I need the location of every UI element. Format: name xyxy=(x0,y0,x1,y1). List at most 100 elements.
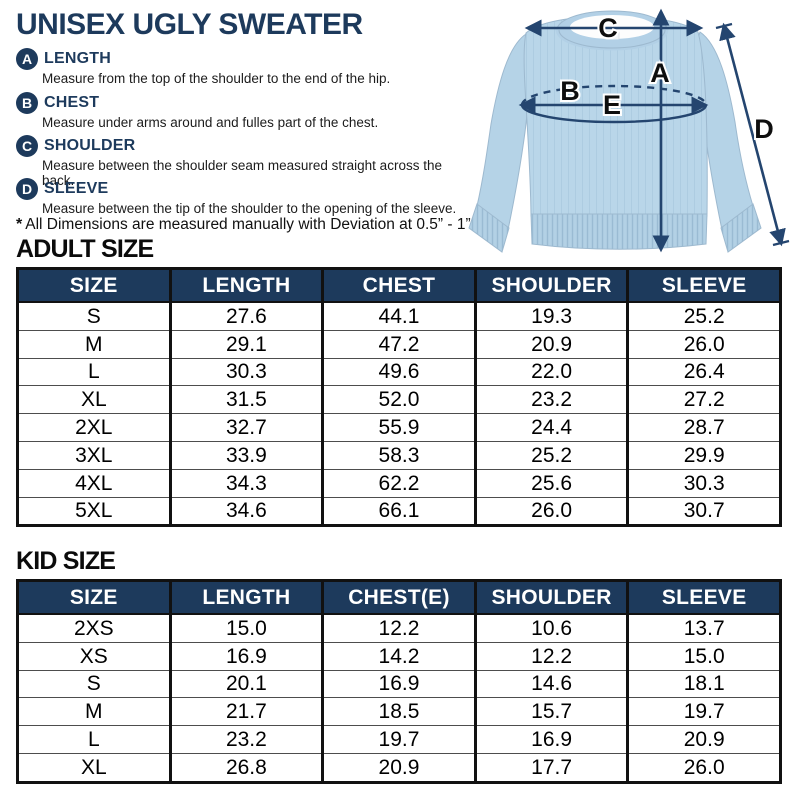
table-cell: 23.2 xyxy=(473,385,628,414)
table-cell: 15.7 xyxy=(473,697,628,726)
table-cell: 34.3 xyxy=(168,468,323,498)
table-cell: 20.9 xyxy=(321,752,476,783)
table-cell: 2XS xyxy=(73,616,114,640)
table-cell: 25.6 xyxy=(473,468,628,498)
table-row: L 23.2 19.7 16.9 20.9 xyxy=(17,725,781,754)
column-header: CHEST xyxy=(321,268,476,303)
table-row: XL 26.8 20.9 17.7 26.0 xyxy=(17,752,781,783)
table-cell: 30.3 xyxy=(626,468,781,498)
legend-head: D SLEEVE xyxy=(16,178,461,200)
sweater-measurement-diagram: C A B E D xyxy=(468,8,790,253)
note-text: All Dimensions are measured manually wit… xyxy=(25,216,471,233)
table-cell: 22.0 xyxy=(473,357,628,386)
legend-description: Measure between the tip of the shoulder … xyxy=(42,201,457,216)
legend-label: CHEST xyxy=(44,94,100,111)
letter-badge-a: A xyxy=(16,48,38,70)
legend-item-sleeve: D SLEEVE Measure between the tip of the … xyxy=(16,178,461,216)
diagram-label-c: C xyxy=(598,13,618,43)
table-row: S 27.6 44.1 19.3 25.2 xyxy=(18,302,781,331)
header-row: SIZE LENGTH CHEST SHOULDER SLEEVE xyxy=(17,268,781,303)
letter-badge-c: C xyxy=(16,135,38,157)
kid-size-heading: KID SIZE xyxy=(16,547,116,575)
table-cell: 4XL xyxy=(17,468,171,498)
asterisk: * xyxy=(16,216,23,233)
column-header: SLEEVE xyxy=(626,580,781,615)
table-row: M 29.1 47.2 20.9 26.0 xyxy=(17,329,781,359)
sleeve-tick-bottom xyxy=(772,239,790,247)
kid-size-table: SIZE LENGTH CHEST(E) SHOULDER SLEEVE 2XS 15.0… xyxy=(16,579,782,784)
sleeve-tick-top xyxy=(715,22,733,30)
table-cell: 10.6 xyxy=(473,614,628,643)
table-cell: M xyxy=(17,329,171,359)
table-cell: 19.3 xyxy=(473,302,628,331)
column-header: LENGTH xyxy=(168,268,323,303)
table-cell: 62.2 xyxy=(321,468,476,498)
table-row: 5XL 34.6 66.1 26.0 30.7 xyxy=(17,496,781,526)
column-header: SLEEVE xyxy=(626,268,781,303)
table-cell: 25.2 xyxy=(626,302,781,331)
table-cell: 49.6 xyxy=(321,357,476,386)
table-row: 4XL 34.3 62.2 25.6 30.3 xyxy=(17,468,781,498)
table-cell: 19.7 xyxy=(626,697,781,726)
sweater-bottom-band xyxy=(530,213,708,250)
letter-badge-b: B xyxy=(16,92,38,114)
table-cell: 55.9 xyxy=(321,413,476,442)
table-cell: 15.0 xyxy=(168,614,323,643)
table-cell: 20.9 xyxy=(626,725,781,754)
table-cell: 20.9 xyxy=(473,329,628,359)
table-cell: L xyxy=(17,357,171,386)
table-cell: 16.9 xyxy=(473,725,628,754)
table-cell: 34.6 xyxy=(168,496,323,526)
table-cell: 20.1 xyxy=(168,669,323,698)
table-cell: S xyxy=(17,669,171,698)
sweater-left-cuff xyxy=(468,203,510,253)
page-title: UNISEX UGLY SWEATER xyxy=(16,8,363,41)
table-row: 2XL 32.7 55.9 24.4 28.7 xyxy=(17,413,781,442)
table-cell: 26.0 xyxy=(626,329,781,359)
table-row: M 21.7 18.5 15.7 19.7 xyxy=(17,697,781,726)
table-cell: 5XL xyxy=(17,496,171,526)
table-row: 3XL 33.9 58.3 25.2 29.9 xyxy=(17,440,781,470)
table-cell: 26.0 xyxy=(626,752,781,783)
table-cell: 66.1 xyxy=(321,496,476,526)
legend-description: Measure between the shoulder seam measur… xyxy=(42,158,442,188)
table-cell: 18.5 xyxy=(321,697,476,726)
table-cell: XS xyxy=(17,641,171,671)
table-cell: XL xyxy=(17,752,171,783)
table-cell: 33.9 xyxy=(168,440,323,470)
adult-size-heading: ADULT SIZE xyxy=(16,235,154,263)
table-cell: 3XL xyxy=(17,440,171,470)
table-cell: 29.1 xyxy=(168,329,323,359)
table-cell: 26.4 xyxy=(626,357,781,386)
column-header: SHOULDER xyxy=(473,580,628,615)
chest-dashed-arc-b xyxy=(520,84,708,106)
table-cell: 27.2 xyxy=(626,385,781,414)
table-cell: 58.3 xyxy=(321,440,476,470)
column-header: SHOULDER xyxy=(473,268,628,303)
legend-item-length: A LENGTH Measure from the top of the sho… xyxy=(16,48,461,86)
table-row: 2XS 15.0 12.2 10.6 13.7 xyxy=(18,614,781,643)
table-row: XS 16.9 14.2 12.2 15.0 xyxy=(17,641,781,671)
sleeve-arrow-d xyxy=(719,22,786,247)
legend-item-shoulder: C SHOULDER Measure between the shoulder … xyxy=(16,135,461,188)
table-cell: M xyxy=(17,697,171,726)
table-cell: 30.7 xyxy=(626,496,781,526)
table-cell: 32.7 xyxy=(168,413,323,442)
table-cell: 27.6 xyxy=(168,302,323,331)
table-cell: 28.7 xyxy=(626,413,781,442)
table-cell: 31.5 xyxy=(168,385,323,414)
adult-size-table: SIZE LENGTH CHEST SHOULDER SLEEVE S 27.6 44.1 1… xyxy=(16,267,782,528)
table-cell: 15.0 xyxy=(626,641,781,671)
table-cell: 12.2 xyxy=(473,641,628,671)
table-cell: 44.1 xyxy=(321,302,476,331)
diagram-label-d: D xyxy=(754,114,774,144)
legend-head: A LENGTH xyxy=(16,48,461,70)
table-cell: L xyxy=(17,725,171,754)
table-cell: 52.0 xyxy=(321,385,476,414)
table-cell: XL xyxy=(17,385,171,414)
legend-head: C SHOULDER xyxy=(16,135,461,157)
table-cell: 14.6 xyxy=(473,669,628,698)
legend-label: SLEEVE xyxy=(44,180,109,197)
legend-label: LENGTH xyxy=(44,50,111,67)
